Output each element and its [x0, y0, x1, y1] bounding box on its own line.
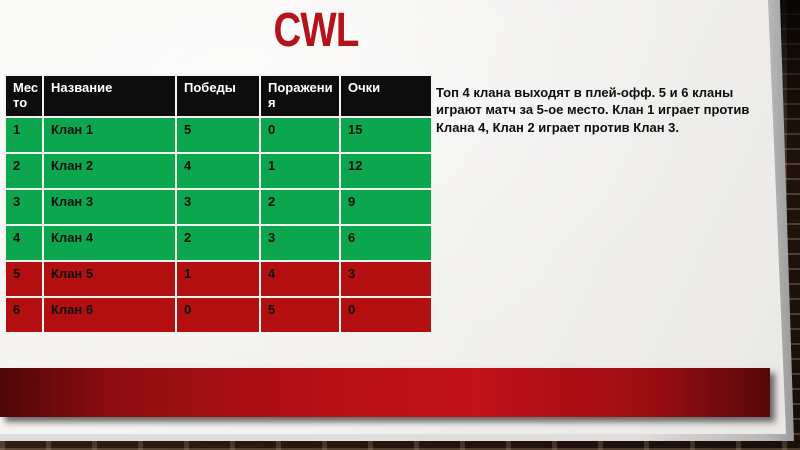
table-cell-place: 4	[6, 226, 42, 260]
table-cell-points: 6	[341, 226, 431, 260]
table-cell-place: 5	[6, 262, 42, 296]
table-cell-place: 1	[6, 118, 42, 152]
bottom-accent-bar	[0, 368, 770, 417]
table-cell-name: Клан 2	[44, 154, 175, 188]
table-cell-wins: 0	[177, 298, 259, 332]
table-cell-losses: 4	[261, 262, 339, 296]
table-cell-points: 3	[341, 262, 431, 296]
table-cell-losses: 2	[261, 190, 339, 224]
table-cell-place: 3	[6, 190, 42, 224]
slide-title: CWL	[273, 4, 359, 57]
table-cell-name: Клан 4	[44, 226, 175, 260]
table-cell-losses: 0	[261, 118, 339, 152]
table-cell-points: 9	[341, 190, 431, 224]
table-cell-points: 0	[341, 298, 431, 332]
table-cell-name: Клан 5	[44, 262, 175, 296]
standings-table: Место Название Победы Поражения Очки 1 К…	[4, 74, 433, 334]
table-cell-losses: 5	[261, 298, 339, 332]
table-cell-place: 6	[6, 298, 42, 332]
table-cell-wins: 4	[177, 154, 259, 188]
table-cell-wins: 1	[177, 262, 259, 296]
column-header-name: Название	[44, 76, 175, 116]
table-cell-points: 12	[341, 154, 431, 188]
table-cell-points: 15	[341, 118, 431, 152]
table-cell-wins: 3	[177, 190, 259, 224]
table-cell-wins: 2	[177, 226, 259, 260]
table-cell-losses: 3	[261, 226, 339, 260]
column-header-losses: Поражения	[261, 76, 339, 116]
playoff-note: Топ 4 клана выходят в плей-офф. 5 и 6 кл…	[436, 85, 750, 135]
column-header-points: Очки	[341, 76, 431, 116]
column-header-wins: Победы	[177, 76, 259, 116]
table-cell-name: Клан 1	[44, 118, 175, 152]
table-cell-wins: 5	[177, 118, 259, 152]
table-cell-name: Клан 3	[44, 190, 175, 224]
table-cell-place: 2	[6, 154, 42, 188]
table-cell-name: Клан 6	[44, 298, 175, 332]
slide: CWL Место Название Победы Поражения Очки…	[0, 0, 786, 434]
table-cell-losses: 1	[261, 154, 339, 188]
column-header-place: Место	[6, 76, 42, 116]
